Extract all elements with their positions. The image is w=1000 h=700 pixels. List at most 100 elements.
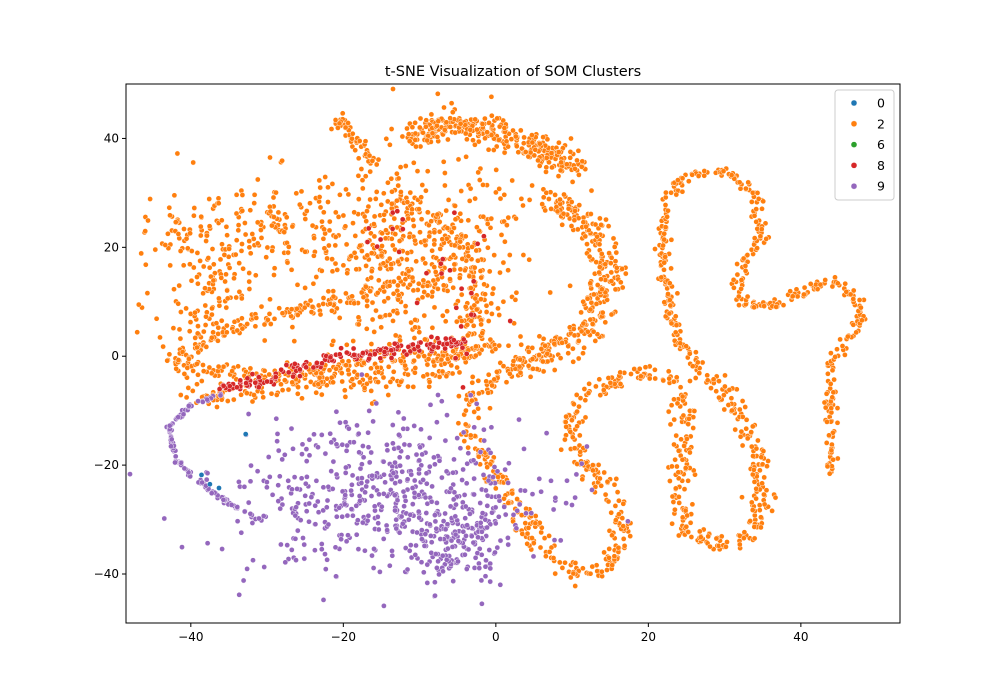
point-series-9 [377,569,383,575]
point-series-2 [510,358,517,364]
point-series-2 [186,328,193,335]
point-series-2 [823,390,830,397]
point-series-2 [187,230,193,237]
point-series-2 [525,525,532,531]
point-series-2 [520,252,527,258]
point-series-2 [679,393,686,400]
point-series-9 [371,546,377,552]
point-series-2 [175,357,182,363]
point-series-9 [342,492,349,498]
point-series-2 [666,280,673,287]
point-series-2 [394,197,400,204]
point-series-2 [301,304,308,311]
point-series-2 [417,229,423,236]
point-series-2 [452,129,459,136]
point-series-2 [621,542,628,549]
point-series-2 [546,196,552,202]
point-series-2 [198,378,205,384]
point-series-8 [458,323,465,330]
point-series-2 [607,379,614,386]
point-series-2 [322,174,329,180]
point-series-2 [449,109,456,116]
point-series-9 [569,502,575,508]
point-series-2 [606,546,613,552]
point-series-9 [436,571,442,578]
point-series-2 [481,342,488,349]
point-series-2 [265,316,271,323]
point-series-8 [437,260,444,267]
point-series-9 [409,485,416,491]
point-series-2 [404,125,410,132]
point-series-2 [231,275,237,282]
point-series-2 [722,383,728,390]
point-series-2 [763,487,770,494]
point-series-2 [723,543,729,550]
point-series-2 [539,201,546,207]
point-series-9 [349,481,355,488]
point-series-2 [828,447,835,454]
point-series-2 [352,233,359,239]
point-series-2 [404,199,411,205]
point-series-2 [536,333,543,340]
point-series-9 [179,544,185,550]
point-series-2 [205,255,212,261]
point-series-2 [390,290,397,297]
point-series-9 [181,465,188,472]
point-series-2 [462,130,469,137]
point-series-8 [452,355,459,362]
point-series-9 [479,528,485,535]
point-series-9 [396,529,403,536]
point-series-2 [557,167,564,174]
point-series-2 [479,121,486,127]
point-series-2 [267,321,274,327]
point-series-2 [667,421,674,428]
point-series-9 [391,492,398,499]
point-series-8 [360,350,366,356]
point-series-2 [663,189,669,196]
point-series-2 [238,391,244,398]
point-series-2 [590,328,597,335]
point-series-8 [463,350,470,357]
point-series-2 [530,365,536,372]
point-series-2 [436,374,443,380]
point-series-2 [238,248,245,254]
point-series-2 [597,475,603,482]
point-series-9 [497,537,504,544]
point-series-8 [434,335,441,342]
point-series-2 [442,318,449,325]
point-series-2 [834,405,841,411]
point-series-2 [174,150,181,157]
point-series-2 [343,241,350,248]
point-series-8 [272,374,279,380]
point-series-2 [853,329,860,336]
point-series-2 [758,514,764,521]
point-series-2 [451,261,458,268]
point-series-9 [294,527,301,534]
point-series-9 [578,460,585,467]
point-series-2 [335,125,341,131]
point-series-9 [381,603,387,609]
point-series-2 [364,297,370,304]
point-series-2 [429,371,436,378]
point-series-9 [392,480,399,486]
point-series-9 [370,565,377,571]
point-series-9 [345,532,351,539]
point-series-2 [807,281,814,287]
point-series-2 [233,294,240,301]
point-series-9 [370,418,376,425]
point-series-2 [582,233,589,240]
point-series-2 [605,375,612,381]
point-series-9 [443,468,450,475]
point-series-9 [543,430,550,436]
point-series-2 [689,501,696,508]
point-series-2 [404,250,411,256]
point-series-2 [571,445,578,452]
point-series-2 [267,208,274,215]
point-series-2 [424,361,431,368]
point-series-2 [381,298,388,305]
point-series-2 [475,415,482,421]
point-series-2 [412,130,419,137]
point-series-2 [434,90,441,97]
point-series-2 [206,223,213,230]
point-series-2 [373,161,380,168]
